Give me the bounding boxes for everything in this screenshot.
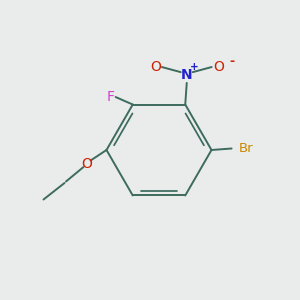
Text: F: F: [106, 90, 114, 104]
Text: O: O: [213, 60, 224, 74]
Text: O: O: [82, 157, 92, 170]
Text: -: -: [229, 55, 234, 68]
Text: N: N: [181, 68, 193, 82]
Text: +: +: [190, 62, 198, 72]
Text: Br: Br: [238, 142, 253, 155]
Text: O: O: [150, 60, 161, 74]
